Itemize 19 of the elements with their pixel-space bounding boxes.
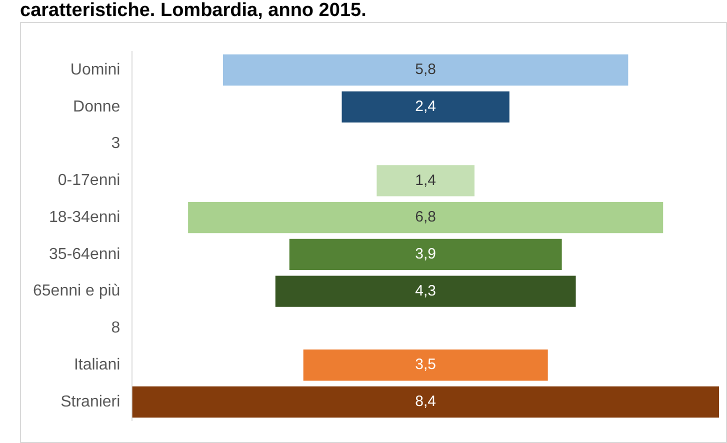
category-label: 18-34enni (49, 208, 120, 226)
data-label: 4,3 (415, 282, 436, 300)
data-label: 5,8 (415, 61, 436, 78)
category-label: 8 (111, 320, 120, 337)
text: caratteristiche. Lombardia, anno 2015. (20, 0, 366, 22)
category-label: 65enni e più (33, 282, 120, 300)
category-label: Stranieri (60, 393, 120, 410)
category-label: Donne (73, 98, 120, 116)
category-label: 0-17enni (58, 172, 120, 190)
data-label: 6,8 (415, 208, 436, 226)
data-label: 2,4 (415, 98, 436, 116)
category-label: Uomini (70, 61, 120, 78)
data-label: 3,9 (415, 246, 436, 263)
category-label: Italiani (74, 356, 120, 374)
data-label: 8,4 (415, 393, 436, 410)
category-label: 35-64enni (49, 246, 120, 263)
data-label: 1,4 (415, 172, 436, 189)
data-label: 3,5 (415, 356, 436, 374)
category-label: 3 (111, 135, 120, 152)
